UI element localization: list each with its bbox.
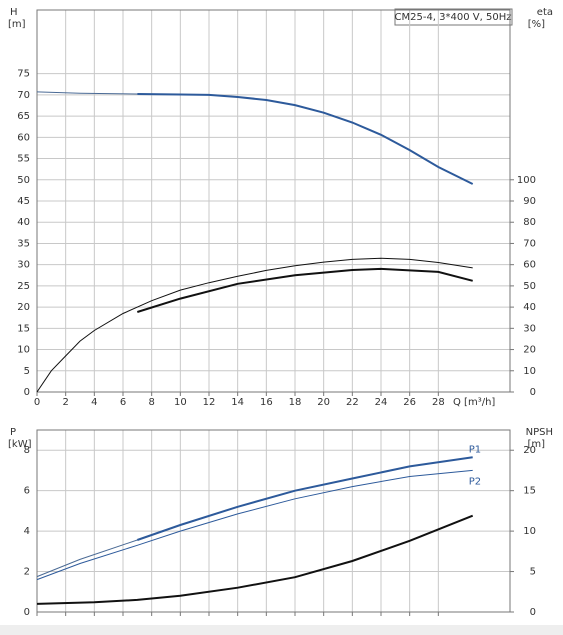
y-tick-label: 55 — [17, 154, 30, 165]
y2-tick-label: 60 — [523, 260, 536, 271]
x-tick-label: 0 — [34, 397, 40, 408]
y-tick-label: 65 — [17, 111, 30, 122]
y2-axis-label: eta — [537, 7, 553, 18]
y2-axis-unit: [%] — [528, 19, 545, 30]
x-tick-label: 10 — [174, 397, 187, 408]
y-tick-label: 15 — [17, 323, 30, 334]
y-tick-label: 75 — [17, 69, 30, 80]
y-tick-label: 20 — [17, 302, 30, 313]
x-tick-label: 26 — [403, 397, 416, 408]
x-tick-label: 12 — [203, 397, 216, 408]
y2-tick-label: 90 — [523, 196, 536, 207]
series-label: P2 — [469, 476, 481, 487]
y-axis-unit: [m] — [8, 19, 26, 30]
x-tick-label: 24 — [375, 397, 388, 408]
y-tick-label: 8 — [24, 445, 30, 456]
footer-strip — [0, 625, 563, 635]
series-line — [36, 514, 474, 605]
y-tick-label: 25 — [17, 281, 30, 292]
y-axis-unit: [kW] — [8, 439, 32, 450]
y-tick-label: 50 — [17, 175, 30, 186]
x-tick-label: 16 — [260, 397, 273, 408]
chart-title: CM25-4, 3*400 V, 50Hz — [395, 12, 512, 23]
series-line — [36, 91, 138, 95]
y2-tick-label: 10 — [523, 366, 536, 377]
y2-tick-label: 0 — [530, 387, 536, 398]
x-tick-label: 4 — [91, 397, 97, 408]
series-line — [136, 456, 473, 541]
y2-tick-label: 80 — [523, 217, 536, 228]
y2-tick-label: 15 — [523, 486, 536, 497]
y2-tick-label: 5 — [530, 567, 536, 578]
y-tick-label: 0 — [24, 607, 30, 618]
title-box — [394, 8, 513, 26]
series-line — [36, 469, 473, 581]
y-axis-label: H — [10, 7, 18, 18]
y-tick-label: 35 — [17, 238, 30, 249]
y2-tick-label: 20 — [523, 345, 536, 356]
x-tick-label: 8 — [148, 397, 154, 408]
series-line — [137, 267, 473, 313]
x-tick-label: 18 — [289, 397, 302, 408]
series-line — [137, 93, 474, 185]
y-tick-label: 30 — [17, 260, 30, 271]
y2-tick-label: 70 — [523, 238, 536, 249]
series-line — [36, 539, 138, 578]
y-tick-label: 70 — [17, 90, 30, 101]
x-axis-label: Q [m³/h] — [453, 397, 495, 408]
y-tick-label: 45 — [17, 196, 30, 207]
y-tick-label: 40 — [17, 217, 30, 228]
y-tick-label: 4 — [24, 526, 30, 537]
x-tick-label: 2 — [62, 397, 68, 408]
y-tick-label: 2 — [24, 567, 30, 578]
x-tick-label: 14 — [231, 397, 244, 408]
y2-axis-label: NPSH — [526, 427, 553, 438]
y-tick-label: 10 — [17, 345, 30, 356]
plot-frame — [36, 429, 511, 613]
series-line — [36, 257, 473, 393]
y2-tick-label: 20 — [523, 445, 536, 456]
y-tick-label: 0 — [24, 387, 30, 398]
y2-tick-label: 0 — [530, 607, 536, 618]
y2-axis-unit: [m] — [527, 439, 545, 450]
y2-tick-label: 40 — [523, 302, 536, 313]
y-axis-label: P — [10, 427, 16, 438]
y2-tick-label: 10 — [523, 526, 536, 537]
plot-frame — [36, 9, 511, 393]
y-tick-label: 5 — [24, 366, 30, 377]
y2-tick-label: 100 — [517, 175, 536, 186]
y2-tick-label: 50 — [523, 281, 536, 292]
x-tick-label: 28 — [432, 397, 445, 408]
y-tick-label: 60 — [17, 132, 30, 143]
y-tick-label: 6 — [24, 486, 30, 497]
x-tick-label: 6 — [120, 397, 126, 408]
x-tick-label: 22 — [346, 397, 359, 408]
x-tick-label: 20 — [317, 397, 330, 408]
y2-tick-label: 30 — [523, 323, 536, 334]
series-label: P1 — [469, 444, 481, 455]
